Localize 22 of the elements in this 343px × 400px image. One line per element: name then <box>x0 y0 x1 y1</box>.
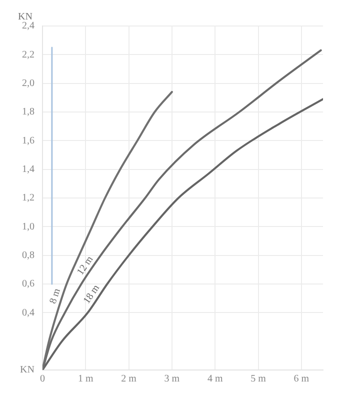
y-tick-label: 0,6 <box>22 278 34 290</box>
text: 18 m <box>82 282 102 306</box>
y-tick-label: 1,6 <box>22 135 34 146</box>
y-tick-label: 1,4 <box>22 164 34 175</box>
x-tick-label: 4 m <box>207 374 223 385</box>
text: 8 m <box>48 286 64 306</box>
x-tick-label: 6 m <box>294 374 310 385</box>
y-tick-label: 0,8 <box>22 250 34 261</box>
y-tick-label: 2,0 <box>22 78 34 89</box>
y-tick-label: 0,4 <box>22 307 34 318</box>
x-tick-label: 2 m <box>121 374 137 385</box>
x-tick-label: 0 <box>40 374 45 385</box>
y-tick-label: 1,8 <box>22 106 34 118</box>
x-tick-label: 5 m <box>250 374 266 385</box>
y-tick-label: 1,2 <box>22 192 34 204</box>
x-tick-label: 1 m <box>78 374 94 385</box>
y-tick-label: 1,0 <box>22 221 34 232</box>
text: 12 m <box>75 254 96 278</box>
x-tick-label: 3 m <box>164 374 180 385</box>
y-tick-label: 2,2 <box>22 49 34 60</box>
y-tick-label: KN <box>20 364 34 376</box>
y-tick-label: 2,4 <box>22 20 34 32</box>
